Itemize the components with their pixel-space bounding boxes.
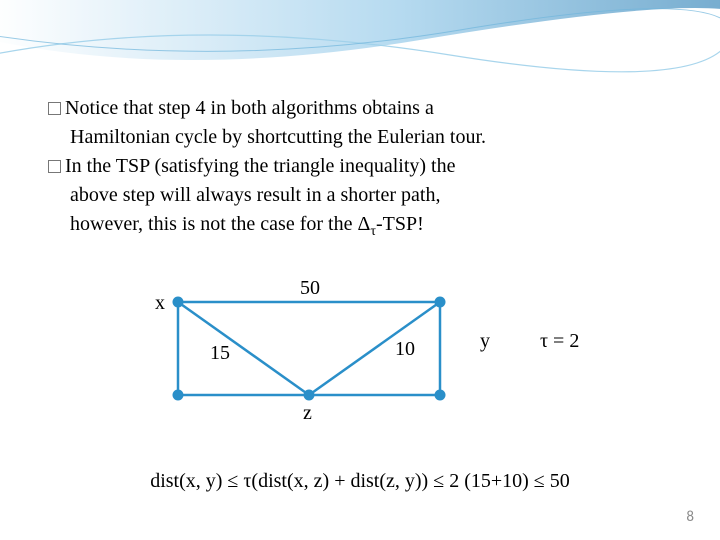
inequality-formula: dist(x, y) ≤ τ(dist(x, z) + dist(z, y)) … (0, 470, 720, 493)
graph-diagram: x y z 50 15 10 τ = 2 (0, 280, 720, 460)
bullet-box-icon (48, 102, 61, 115)
bullet-2c-text: however, this is not the case for the Δ (70, 213, 370, 235)
header-swoosh (0, 0, 720, 90)
bullet-2-line-2: above step will always result in a short… (48, 182, 680, 209)
tau-label: τ = 2 (540, 330, 579, 353)
graph-svg (0, 280, 720, 440)
bullet-1-line-2: Hamiltonian cycle by shortcutting the Eu… (48, 124, 680, 151)
bullet-box-icon (48, 160, 61, 173)
bullet-2c-tail: -TSP! (376, 213, 424, 235)
edge-label-10: 10 (395, 338, 415, 361)
bullet-2-line-3: however, this is not the case for the Δτ… (48, 211, 680, 242)
edge-label-50: 50 (300, 277, 320, 300)
bullet-2a-text: In the TSP (satisfying the triangle ineq… (65, 155, 455, 177)
bullet-2b-text: above step will always result in a short… (70, 184, 440, 206)
node-label-x: x (155, 292, 165, 315)
body-text: Notice that step 4 in both algorithms ob… (48, 95, 680, 244)
node-label-y: y (480, 330, 490, 353)
page-number: 8 (686, 508, 694, 526)
bullet-1-line-1: Notice that step 4 in both algorithms ob… (48, 95, 680, 122)
bullet-1b-text: Hamiltonian cycle by shortcutting the Eu… (70, 126, 486, 148)
bullet-2-line-1: In the TSP (satisfying the triangle ineq… (48, 153, 680, 180)
bullet-1a-text: Notice that step 4 in both algorithms ob… (65, 97, 434, 119)
node-label-z: z (303, 402, 312, 425)
edge-label-15: 15 (210, 342, 230, 365)
